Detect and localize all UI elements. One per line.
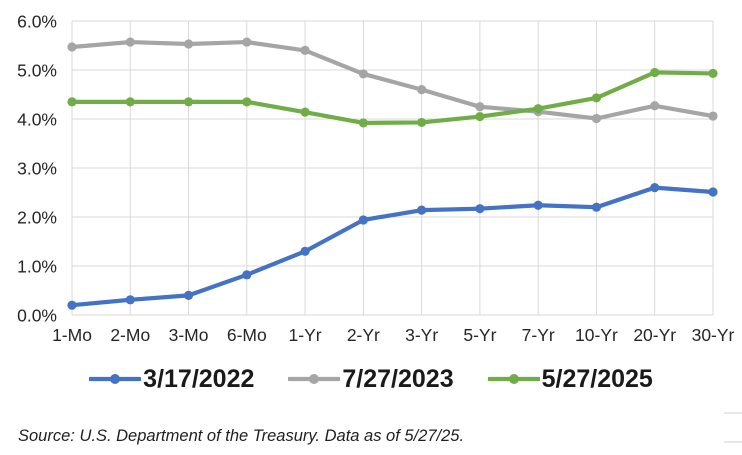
data-point [591,202,602,212]
data-point [125,37,135,47]
data-point [417,117,427,128]
legend-marker-icon [89,374,142,384]
legend-label: 3/17/2022 [143,364,255,393]
x-tick-label: 7-Yr [522,325,555,345]
data-point [183,290,194,300]
data-point [242,97,252,107]
x-tick-label: 6-Mo [227,325,267,345]
data-point [417,85,427,95]
x-tick-label: 3-Yr [405,325,438,345]
data-point [591,113,602,124]
data-point [708,111,718,121]
spreadsheet-gridline-artifact [724,412,742,414]
spreadsheet-gridline-artifact [724,441,742,443]
data-point [242,270,252,280]
data-point [417,205,427,215]
x-tick-label: 1-Mo [52,325,92,345]
series-7/27/2023 [67,37,718,124]
x-tick-label: 30-Yr [692,325,735,345]
legend-marker-icon [288,374,341,384]
series-line [69,39,716,121]
data-point [650,183,660,193]
data-point [300,107,310,117]
y-axis-labels: 0.0% 1.0% 2.0% 3.0% 4.0% 5.0% 6.0% [17,12,57,326]
yield-curve-chart: 0.0% 1.0% 2.0% 3.0% 4.0% 5.0% 6.0% 1-Mo 2-Mo 3-Mo… [17,12,735,346]
x-tick-label: 10-Yr [575,325,618,345]
data-point [67,97,77,107]
legend-item: 3/17/2022 [89,365,254,394]
chart-legend: 3/17/2022 7/27/2023 5/27/2025 [0,361,742,397]
data-point [591,93,602,103]
data-point [125,295,135,305]
series-line [69,70,716,126]
x-tick-label: 5-Yr [463,325,496,345]
data-point [475,111,485,122]
y-tick-label: 2.0% [17,208,57,228]
x-tick-label: 2-Mo [110,325,150,345]
legend-label: 5/27/2025 [541,364,653,393]
series-5/27/2025 [67,67,718,128]
legend-marker-icon [487,374,540,384]
data-point [533,200,543,210]
y-tick-label: 4.0% [17,110,57,130]
y-tick-label: 1.0% [17,257,57,277]
source-note: Source: U.S. Department of the Treasury.… [18,427,465,445]
y-tick-label: 3.0% [17,159,57,179]
x-tick-label: 1-Yr [289,325,322,345]
data-point [475,204,485,214]
data-point [183,97,194,107]
legend-item: 5/27/2025 [487,364,653,394]
data-point [125,97,135,107]
gridlines [71,20,714,316]
data-point [300,45,310,56]
x-tick-label: 2-Yr [347,325,380,345]
data-point [183,39,194,49]
data-point [650,101,660,111]
data-point [708,187,718,197]
y-tick-label: 5.0% [17,61,57,81]
x-tick-label: 3-Mo [169,325,209,345]
x-axis-labels: 1-Mo 2-Mo 3-Mo 6-Mo 1-Yr 2-Yr 3-Yr 5-Yr 7-Yr 10-Y… [52,325,735,345]
data-point [358,69,368,79]
data-point [67,42,77,52]
y-tick-label: 0.0% [17,306,57,326]
series-line [69,185,716,308]
data-point [358,215,368,225]
legend-item: 7/27/2023 [288,364,454,394]
data-point [708,68,718,79]
data-point [650,67,660,78]
x-tick-label: 20-Yr [633,325,676,345]
data-point [242,37,252,47]
data-point [475,102,485,112]
legend-label: 7/27/2023 [342,364,454,393]
data-point [358,118,368,128]
y-tick-label: 6.0% [17,12,57,32]
data-point [67,300,77,310]
data-point [300,246,310,256]
series-3/17/2022 [67,183,718,310]
data-point [533,104,543,114]
